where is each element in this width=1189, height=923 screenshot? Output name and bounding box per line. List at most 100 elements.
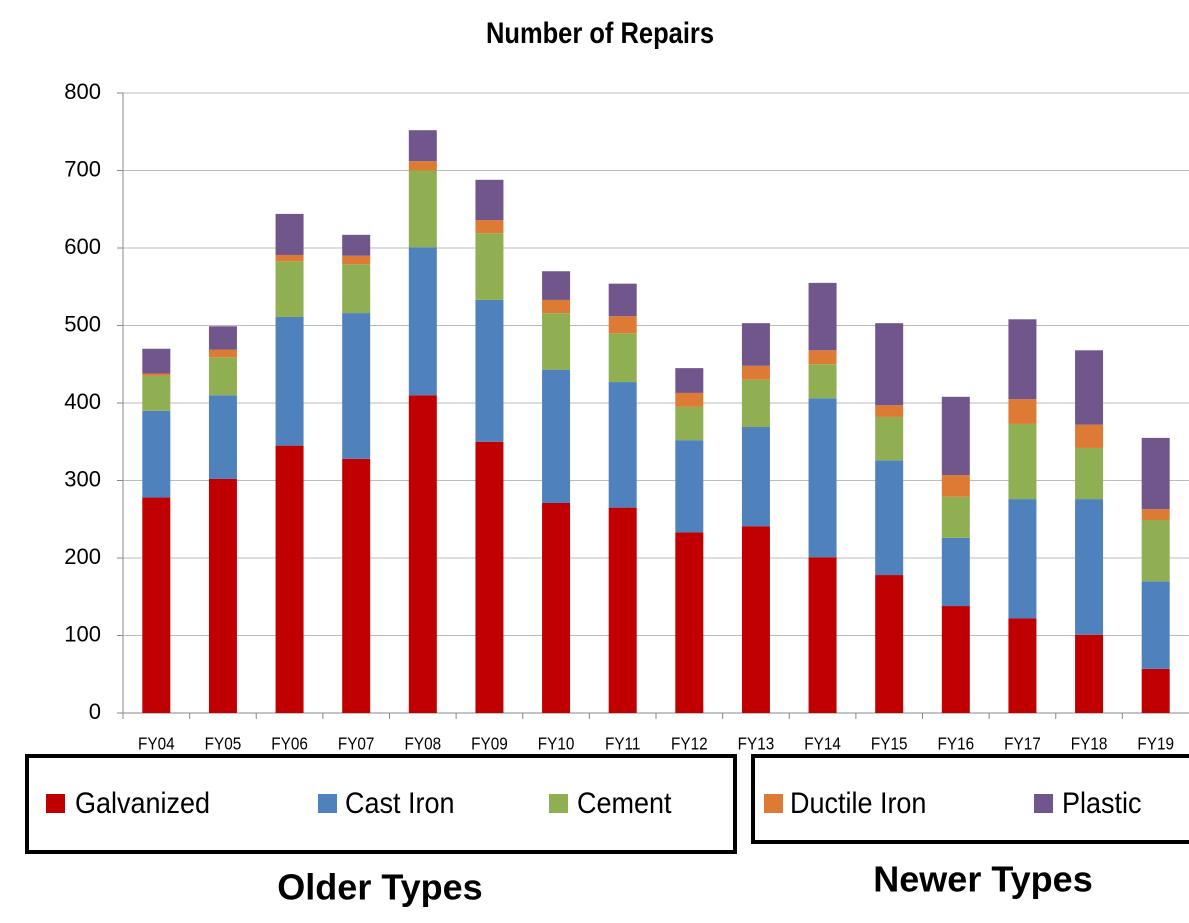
y-tick-label: 300	[64, 466, 101, 491]
bar-segment	[1008, 319, 1037, 400]
bar-segment	[542, 313, 571, 370]
legend-label: Cement	[577, 787, 672, 821]
bar-segment	[875, 323, 904, 406]
bar-segment	[608, 333, 637, 383]
bar-segment	[408, 395, 437, 713]
bar-segment	[741, 427, 770, 527]
bar-segment	[941, 475, 970, 497]
bar-segment	[1008, 399, 1037, 424]
bar-segment	[875, 405, 904, 417]
bar-segment	[1008, 618, 1037, 713]
y-tick-label: 700	[64, 156, 101, 181]
legend-box	[25, 754, 737, 854]
bar-segment	[1075, 499, 1104, 635]
bar-segment	[275, 254, 304, 262]
bar-segment	[275, 261, 304, 317]
bar-segment	[408, 247, 437, 396]
bar-segment	[675, 392, 704, 407]
bar-segment	[475, 179, 504, 221]
x-tick-label: FY13	[738, 734, 775, 754]
bar-segment	[475, 299, 504, 442]
legend-marker	[318, 794, 337, 813]
y-tick-label: 600	[64, 234, 101, 259]
x-tick-label: FY08	[405, 734, 442, 754]
x-tick-label: FY04	[138, 734, 175, 754]
bar-segment	[808, 364, 837, 399]
bar-segment	[342, 234, 371, 256]
legend-label: Galvanized	[75, 787, 210, 821]
bar-segment	[142, 348, 171, 374]
bar-segment	[475, 233, 504, 300]
legend-marker	[1034, 794, 1053, 813]
bar-segment	[941, 537, 970, 607]
bar-segment	[208, 357, 237, 396]
y-tick-label: 500	[64, 311, 101, 336]
bar-segment	[342, 264, 371, 314]
bar-segment	[941, 606, 970, 713]
bar-segment	[475, 220, 504, 234]
bar-segment	[142, 410, 171, 498]
bar-segment	[208, 478, 237, 713]
bar-segment	[1141, 520, 1170, 582]
bar-segment	[608, 382, 637, 508]
bar-segment	[542, 271, 571, 300]
y-tick-label: 200	[64, 544, 101, 569]
bar-segment	[275, 316, 304, 446]
bar-segment	[875, 460, 904, 576]
bar-segment	[1141, 581, 1170, 669]
y-tick-label: 800	[64, 79, 101, 104]
legend-marker	[764, 794, 783, 813]
legend-label: Ductile Iron	[790, 787, 926, 821]
bar-segment	[941, 496, 970, 538]
bar-segment	[808, 398, 837, 558]
bar-segment	[808, 282, 837, 351]
bar-segment	[941, 396, 970, 476]
bar-segment	[1141, 437, 1170, 510]
x-tick-label: FY12	[671, 734, 708, 754]
bar-segment	[1075, 634, 1104, 713]
bar-segment	[675, 406, 704, 441]
bar-segment	[408, 161, 437, 171]
x-tick-label: FY05	[205, 734, 242, 754]
bar-segment	[741, 365, 770, 380]
bar-segment	[208, 395, 237, 479]
x-tick-label: FY18	[1071, 734, 1108, 754]
legend-box	[751, 754, 1189, 844]
bar-segment	[675, 440, 704, 533]
bar-segment	[275, 213, 304, 255]
legend-marker	[46, 794, 65, 813]
bar-segment	[875, 416, 904, 461]
bar-segment	[142, 375, 171, 411]
bar-segment	[542, 369, 571, 503]
bar-segment	[142, 373, 171, 376]
x-tick-label: FY07	[338, 734, 375, 754]
bar-segment	[1141, 668, 1170, 713]
bar-segment	[208, 326, 237, 350]
bar-segment	[475, 441, 504, 713]
bar-segment	[1075, 350, 1104, 425]
bar-segment	[608, 283, 637, 317]
bar-segment	[408, 130, 437, 162]
bar-segment	[741, 379, 770, 428]
x-tick-label: FY19	[1137, 734, 1174, 754]
bar-segment	[675, 368, 704, 393]
bar-segment	[142, 497, 171, 713]
y-tick-label: 0	[89, 699, 101, 724]
group-label: Newer Types	[873, 859, 1092, 900]
bar-segment	[275, 445, 304, 713]
x-tick-label: FY17	[1004, 734, 1041, 754]
bar-segment	[1141, 509, 1170, 521]
x-tick-label: FY14	[804, 734, 841, 754]
bar-segment	[808, 350, 837, 365]
bar-segment	[741, 323, 770, 366]
bar-segment	[808, 557, 837, 713]
bar-segment	[1008, 499, 1037, 619]
bar-segment	[1075, 424, 1104, 448]
bar-segment	[1008, 423, 1037, 500]
group-label: Older Types	[277, 867, 482, 908]
bar-segment	[741, 526, 770, 713]
bar-segment	[675, 532, 704, 713]
bar-segment	[1075, 447, 1104, 500]
bar-segment	[342, 313, 371, 459]
bar-segment	[342, 458, 371, 713]
